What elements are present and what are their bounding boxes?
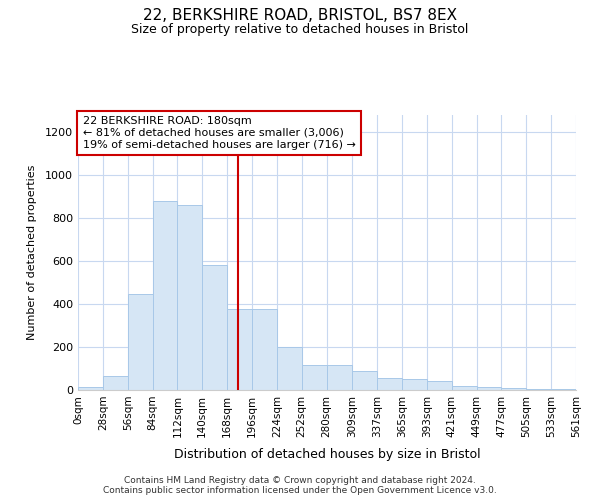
Bar (427, 382, 452, 390)
Bar (502, 388, 526, 390)
Bar (326, 366, 352, 390)
Bar (152, 201, 178, 390)
Bar (377, 378, 402, 390)
Text: 22 BERKSHIRE ROAD: 180sqm
← 81% of detached houses are smaller (3,006)
19% of se: 22 BERKSHIRE ROAD: 180sqm ← 81% of detac… (83, 116, 356, 150)
Bar (128, 294, 152, 390)
Bar (352, 371, 377, 390)
Bar (252, 310, 277, 390)
Text: 22, BERKSHIRE ROAD, BRISTOL, BS7 8EX: 22, BERKSHIRE ROAD, BRISTOL, BS7 8EX (143, 8, 457, 22)
Text: Contains HM Land Registry data © Crown copyright and database right 2024.
Contai: Contains HM Land Registry data © Crown c… (103, 476, 497, 495)
Bar (277, 347, 302, 390)
Bar (551, 389, 576, 390)
X-axis label: Distribution of detached houses by size in Bristol: Distribution of detached houses by size … (173, 448, 481, 461)
Bar (526, 388, 551, 390)
Y-axis label: Number of detached properties: Number of detached properties (26, 165, 37, 340)
Bar (452, 386, 476, 390)
Bar (402, 380, 427, 390)
Text: Size of property relative to detached houses in Bristol: Size of property relative to detached ho… (131, 22, 469, 36)
Bar (78, 388, 103, 390)
Bar (302, 366, 326, 390)
Bar (476, 388, 502, 390)
Bar (202, 266, 227, 390)
Bar (178, 205, 202, 390)
Bar (103, 376, 128, 390)
Bar (227, 310, 252, 390)
